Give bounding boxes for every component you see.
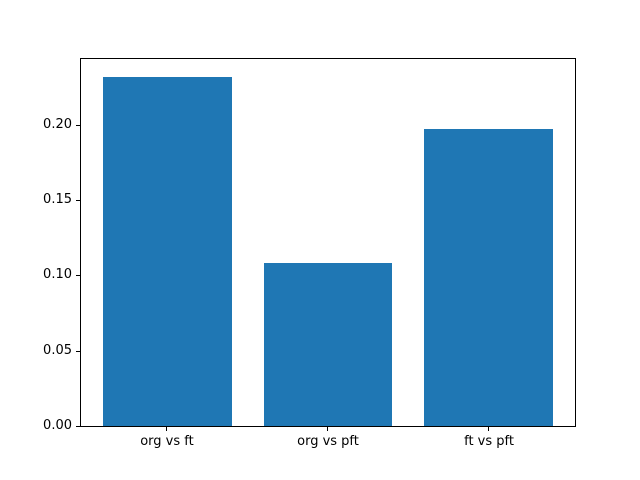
x-tick-label: ft vs pft <box>464 434 514 449</box>
y-tick-mark <box>76 275 80 277</box>
bar-org-vs-pft <box>263 262 393 426</box>
y-tick-mark <box>76 350 80 352</box>
y-tick-label: 0.00 <box>43 418 72 433</box>
bar-ft-vs-pft <box>424 129 553 426</box>
x-tick-label: org vs ft <box>140 434 194 449</box>
x-tick-mark <box>165 427 167 431</box>
bar-org-vs-ft <box>103 76 232 426</box>
bars-layer <box>81 59 575 426</box>
x-tick-mark <box>327 427 328 431</box>
y-tick-label: 0.15 <box>43 192 72 208</box>
plot-area <box>80 58 576 427</box>
y-tick-mark <box>76 124 80 126</box>
y-tick-label: 0.10 <box>43 267 72 283</box>
y-tick-label: 0.20 <box>43 116 72 132</box>
y-tick-mark <box>76 200 80 202</box>
x-tick-label: org vs pft <box>297 434 359 449</box>
x-tick-mark <box>488 427 490 431</box>
y-tick-mark <box>76 426 80 427</box>
y-tick-label: 0.05 <box>43 342 72 358</box>
